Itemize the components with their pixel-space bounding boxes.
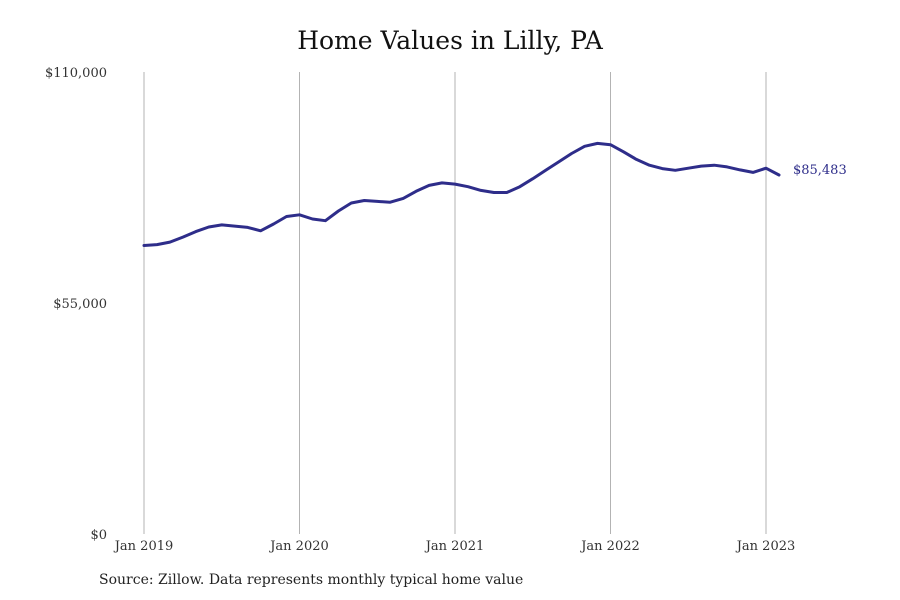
x-axis-tick-labels: Jan 2019 Jan 2020 Jan 2021 Jan 2022 Jan 2023	[113, 539, 796, 554]
x-tick-label: Jan 2019	[113, 539, 174, 554]
chart-title: Home Values in Lilly, PA	[297, 26, 603, 55]
x-tick-label: Jan 2023	[735, 539, 796, 554]
home-value-line	[142, 141, 781, 247]
source-note: Source: Zillow. Data represents monthly …	[99, 572, 524, 588]
y-axis-tick-labels: $0 $55,000 $110,000	[45, 66, 107, 543]
y-tick-label: $110,000	[45, 66, 107, 81]
x-tick-label: Jan 2022	[579, 539, 640, 554]
latest-value-label: $85,483	[793, 163, 847, 178]
x-tick-label: Jan 2020	[268, 539, 329, 554]
y-tick-label: $55,000	[53, 297, 107, 312]
vertical-gridlines	[143, 72, 767, 534]
y-tick-label: $0	[90, 528, 107, 543]
x-tick-label: Jan 2021	[424, 539, 485, 554]
